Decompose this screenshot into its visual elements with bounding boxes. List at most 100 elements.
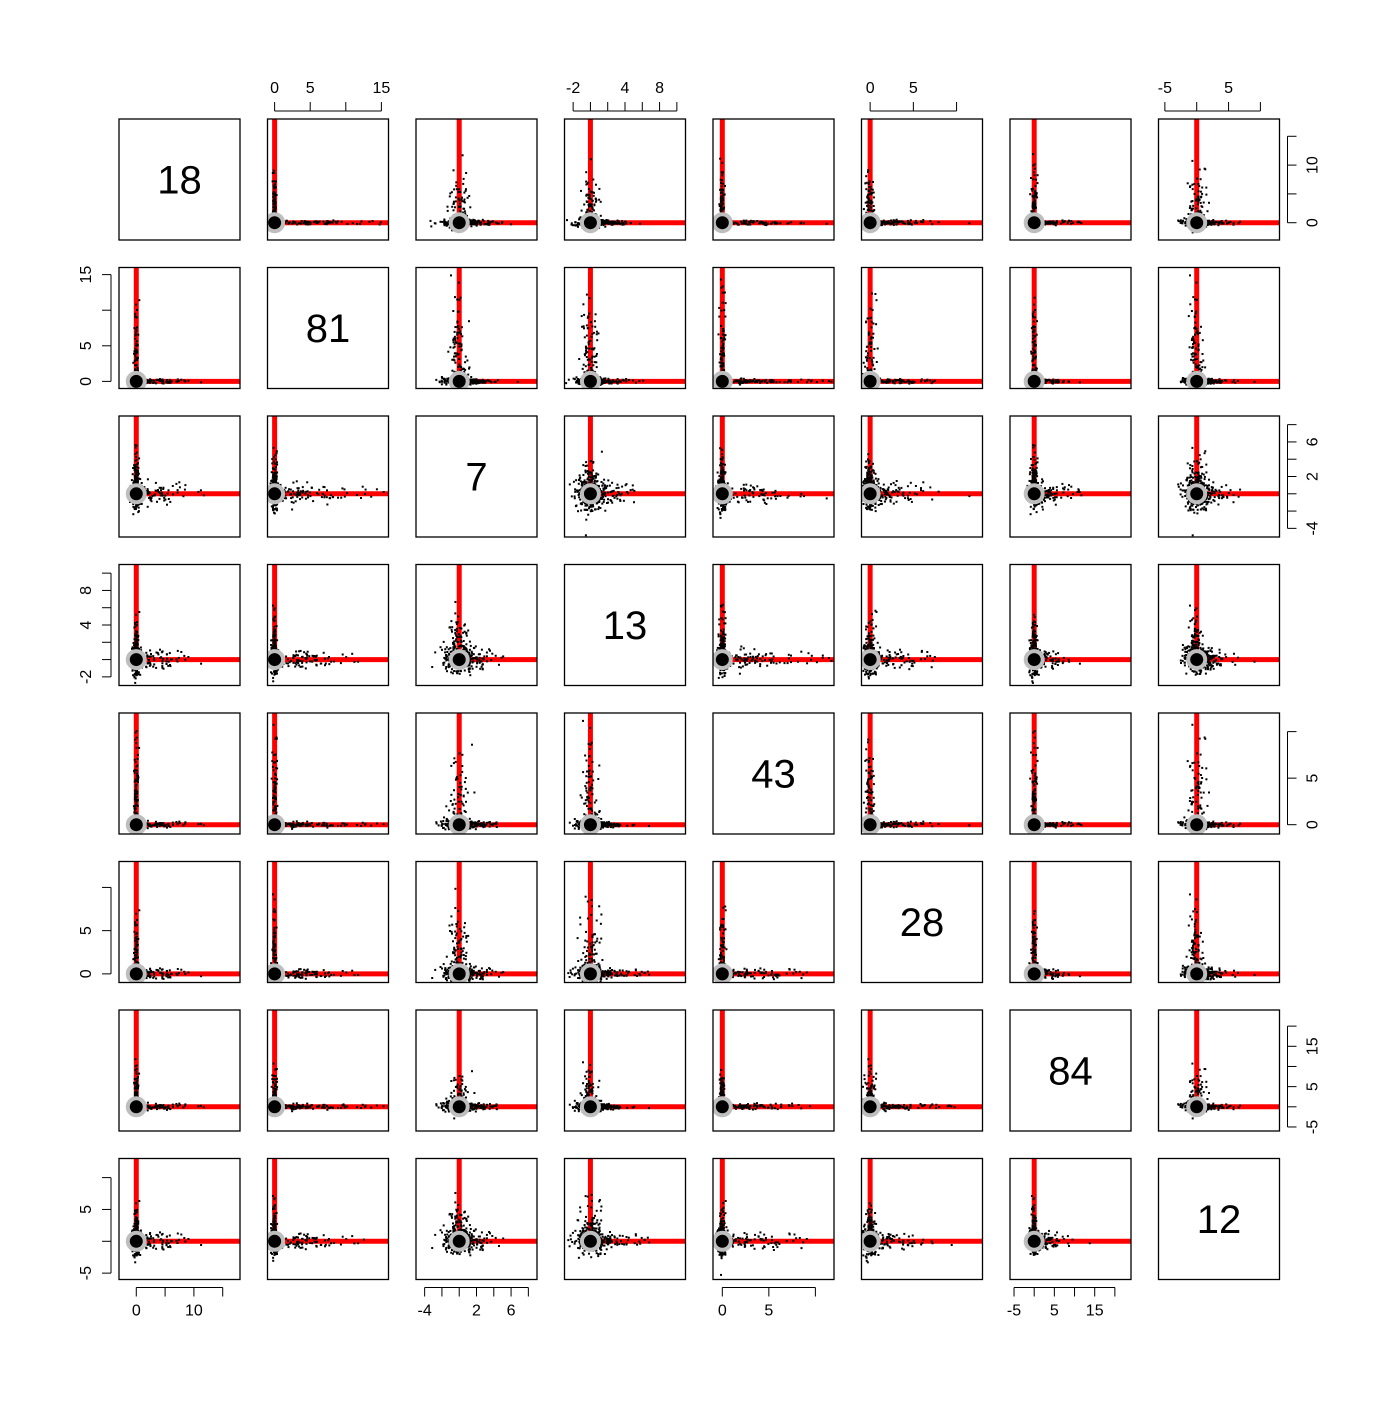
point xyxy=(1080,222,1082,224)
point xyxy=(595,355,597,357)
point xyxy=(1230,221,1232,223)
point xyxy=(445,384,447,386)
point xyxy=(482,379,484,381)
point xyxy=(273,202,275,204)
point xyxy=(1033,311,1035,313)
point xyxy=(582,368,584,370)
point xyxy=(430,225,432,227)
point xyxy=(586,200,588,202)
point xyxy=(1033,346,1035,348)
point xyxy=(774,221,776,223)
point xyxy=(453,347,455,349)
point xyxy=(454,352,456,354)
point xyxy=(459,330,461,332)
center-marker xyxy=(266,214,283,231)
point xyxy=(594,320,596,322)
point xyxy=(1217,224,1219,226)
point xyxy=(592,207,594,209)
point xyxy=(826,223,828,225)
point xyxy=(1189,185,1191,187)
panel-plot-area xyxy=(565,266,687,390)
point xyxy=(1047,379,1049,381)
point xyxy=(1212,223,1214,225)
point xyxy=(720,337,722,339)
panel-plot-area xyxy=(714,117,836,231)
point xyxy=(441,381,443,383)
point xyxy=(588,343,590,345)
point xyxy=(779,381,781,383)
point xyxy=(926,379,928,381)
point xyxy=(1187,182,1189,184)
point xyxy=(811,380,813,382)
point xyxy=(873,192,875,194)
point xyxy=(586,347,588,349)
point xyxy=(881,224,883,226)
point xyxy=(1068,381,1070,383)
point xyxy=(806,381,808,383)
diagonal-label-2: 81 xyxy=(306,307,351,351)
point xyxy=(586,324,588,326)
point xyxy=(456,299,458,301)
point xyxy=(900,220,902,222)
point xyxy=(470,376,472,378)
point xyxy=(1034,309,1036,311)
point xyxy=(465,188,467,190)
point xyxy=(915,220,917,222)
point xyxy=(720,207,722,209)
point xyxy=(770,223,772,225)
point xyxy=(744,222,746,224)
point xyxy=(865,350,867,352)
point xyxy=(1033,332,1035,334)
point xyxy=(596,353,598,355)
point xyxy=(471,220,473,222)
point xyxy=(458,188,460,190)
point xyxy=(784,381,786,383)
point xyxy=(892,221,894,223)
point xyxy=(873,205,875,207)
point xyxy=(870,350,872,352)
point xyxy=(571,222,573,224)
panel-r1-c3 xyxy=(416,117,539,240)
point xyxy=(593,204,595,206)
point xyxy=(600,215,602,217)
point xyxy=(722,343,724,345)
point xyxy=(464,199,466,201)
point xyxy=(1192,188,1194,190)
point xyxy=(619,223,621,225)
point xyxy=(865,321,867,323)
point xyxy=(443,378,445,380)
point xyxy=(882,221,884,223)
point xyxy=(869,180,871,182)
point xyxy=(1201,193,1203,195)
point xyxy=(797,381,799,383)
point xyxy=(1034,316,1036,318)
point xyxy=(756,220,758,222)
point xyxy=(356,223,358,225)
point xyxy=(1213,221,1215,223)
point xyxy=(1200,191,1202,193)
point xyxy=(576,376,578,378)
point xyxy=(465,172,467,174)
point xyxy=(1212,221,1214,223)
point xyxy=(458,343,460,345)
point xyxy=(787,381,789,383)
point xyxy=(161,382,163,384)
point xyxy=(588,205,590,207)
point xyxy=(455,185,457,187)
point xyxy=(464,210,466,212)
point xyxy=(899,378,901,380)
point xyxy=(441,221,443,223)
point xyxy=(722,345,724,347)
point xyxy=(1032,178,1034,180)
point xyxy=(1182,221,1184,223)
point xyxy=(488,380,490,382)
point xyxy=(589,196,591,198)
point xyxy=(585,171,587,173)
point xyxy=(902,221,904,223)
point xyxy=(591,333,593,335)
panel-r2-c2: 81 xyxy=(268,268,389,389)
point xyxy=(441,377,443,379)
point xyxy=(298,222,300,224)
point xyxy=(461,326,463,328)
point xyxy=(1194,193,1196,195)
